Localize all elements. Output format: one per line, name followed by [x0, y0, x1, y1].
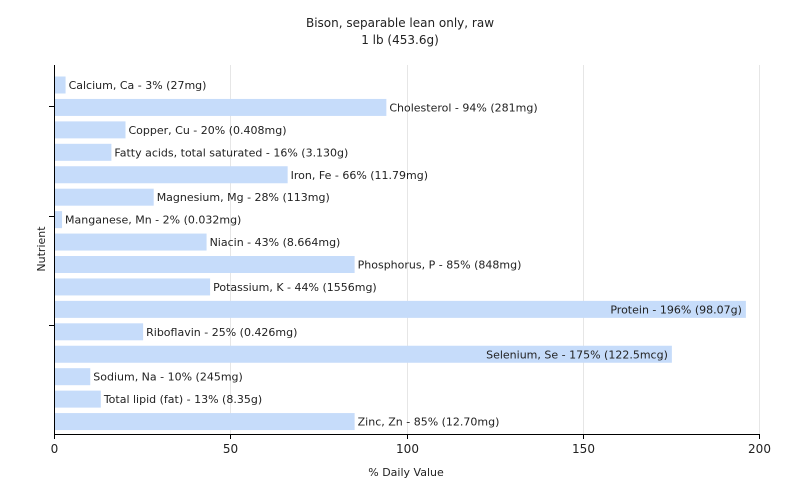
- chart-subtitle: 1 lb (453.6g): [361, 33, 439, 47]
- bar-13: [55, 368, 91, 386]
- bars: Calcium, Ca - 3% (27mg) Cholesterol - 94%…: [55, 76, 746, 431]
- bar-label-11: Riboflavin - 25% (0.426mg): [146, 326, 297, 339]
- bar-0: [55, 76, 66, 94]
- bar-label-3: Fatty acids, total saturated - 16% (3.13…: [114, 146, 348, 159]
- bar-15: [55, 413, 355, 431]
- axes: 0 50 100 150 200: [49, 65, 771, 456]
- y-axis-label: Nutrient: [35, 226, 48, 272]
- x-tick-label-0: 0: [51, 442, 59, 456]
- bar-7: [55, 233, 207, 251]
- bar-label-1: Cholesterol - 94% (281mg): [389, 101, 537, 114]
- bar-3: [55, 143, 112, 161]
- bar-14: [55, 390, 101, 408]
- bar-label-9: Potassium, K - 44% (1556mg): [213, 281, 377, 294]
- x-tick-label-150: 150: [572, 442, 595, 456]
- bar-5: [55, 188, 154, 206]
- bar-2: [55, 121, 126, 139]
- bar-label-10: Protein - 196% (98.07g): [610, 303, 742, 316]
- bar-label-7: Niacin - 43% (8.664mg): [210, 236, 341, 249]
- bar-10: [55, 300, 746, 318]
- x-axis-label: % Daily Value: [368, 466, 444, 479]
- bar-label-2: Copper, Cu - 20% (0.408mg): [129, 124, 287, 137]
- bar-8: [55, 256, 355, 273]
- grid-lines: [230, 65, 760, 434]
- x-tick-label-100: 100: [396, 442, 419, 456]
- bar-9: [55, 278, 211, 296]
- bar-6: [55, 211, 63, 229]
- bar-12: [55, 345, 672, 363]
- bar-label-5: Magnesium, Mg - 28% (113mg): [157, 191, 330, 204]
- bar-11: [55, 323, 144, 341]
- bar-label-4: Iron, Fe - 66% (11.79mg): [291, 169, 428, 182]
- x-tick-label-200: 200: [748, 442, 771, 456]
- bar-label-15: Zinc, Zn - 85% (12.70mg): [358, 416, 500, 429]
- bar-label-0: Calcium, Ca - 3% (27mg): [69, 79, 207, 92]
- bar-label-13: Sodium, Na - 10% (245mg): [93, 371, 243, 384]
- bar-label-12: Selenium, Se - 175% (122.5mcg): [486, 348, 668, 361]
- bar-label-14: Total lipid (fat) - 13% (8.35g): [103, 393, 262, 406]
- bar-1: [55, 98, 387, 116]
- bar-4: [55, 166, 288, 184]
- x-tick-label-50: 50: [223, 442, 238, 456]
- chart-title: Bison, separable lean only, raw: [306, 16, 494, 30]
- bar-label-8: Phosphorus, P - 85% (848mg): [358, 259, 522, 272]
- bar-label-6: Manganese, Mn - 2% (0.032mg): [65, 214, 241, 227]
